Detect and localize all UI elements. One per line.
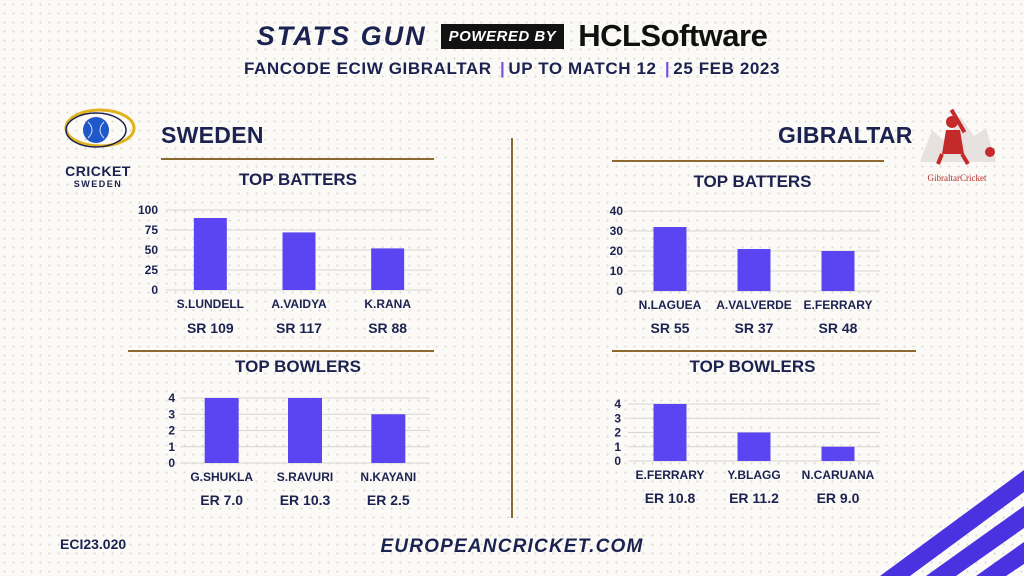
sweden-bowlers-chart: 0 1 2 3 4 G.SHUKLA S.RAVURI N.KAYANI: [168, 391, 430, 484]
y-tick-label: 2: [614, 426, 621, 440]
stat-label: SR 55: [650, 320, 690, 336]
y-tick-label: 100: [138, 203, 158, 217]
category-label: K.RANA: [364, 297, 411, 311]
bar: [371, 414, 406, 463]
stat-label: ER 10.3: [279, 492, 331, 508]
category-label: S.RAVURI: [277, 470, 333, 484]
category-label: N.KAYANI: [360, 470, 416, 484]
powered-by-badge: POWERED BY: [440, 23, 565, 49]
category-label: N.CARUANA: [802, 468, 875, 482]
bar: [282, 232, 316, 290]
cricket-sweden-word: CRICKET: [65, 163, 131, 179]
gibraltar-batters-chart: 0 10 20 30 40 N.LAGUEA A.VALVERDE E.FERRARY: [610, 204, 880, 312]
y-tick-label: 75: [145, 223, 159, 237]
category-label: A.VALVERDE: [716, 298, 792, 312]
stat-label: SR 117: [276, 320, 322, 336]
y-tick-label: 20: [610, 244, 624, 258]
gibraltar-cricket-logo: GibraltarCricket: [912, 102, 1002, 183]
subtitle-tournament: FANCODE ECIW GIBRALTAR: [243, 59, 492, 78]
y-tick-label: 0: [616, 284, 623, 298]
gibraltar-section-rule: [612, 350, 916, 352]
y-tick-label: 1: [168, 440, 175, 454]
category-label: A.VAIDYA: [271, 297, 327, 311]
bar: [288, 398, 322, 463]
stat-label: ER 7.0: [200, 492, 244, 508]
bar: [821, 446, 855, 461]
stats-gun-logo: STATS GUN: [256, 20, 427, 51]
subtitle-separator: |: [500, 59, 506, 78]
category-label: Y.BLAGG: [727, 468, 780, 482]
hcl-software-logo: HCLSoftware: [578, 18, 768, 53]
sweden-batters-chart: 0 25 50 75 100 S.LUNDELL A.VAIDYA K.RANA: [138, 203, 432, 311]
batsman-icon: [920, 108, 996, 166]
category-label: E.FERRARY: [636, 468, 705, 482]
footer-url[interactable]: EUROPEANCRICKET.COM: [380, 536, 644, 557]
stat-label: ER 11.2: [729, 490, 779, 506]
y-tick-label: 25: [145, 263, 159, 277]
y-tick-label: 10: [610, 264, 624, 278]
y-tick-label: 3: [614, 411, 621, 425]
stat-label: ER 9.0: [816, 490, 860, 506]
sweden-title-rule: [161, 158, 434, 160]
bar: [204, 398, 239, 463]
sweden-section-rule: [128, 350, 434, 352]
gibraltar-batters-title: TOP BATTERS: [693, 172, 812, 191]
cricket-sweden-logo: CRICKET SWEDEN: [52, 106, 144, 194]
gibraltar-bowlers-title: TOP BOWLERS: [689, 357, 816, 376]
sweden-batters-title: TOP BATTERS: [238, 170, 358, 189]
bar: [653, 227, 687, 291]
bar: [821, 251, 855, 291]
y-tick-label: 4: [168, 391, 175, 405]
corner-stripes-decoration: [880, 470, 1024, 576]
stat-label: ER 2.5: [366, 492, 410, 508]
stat-label: SR 88: [368, 320, 408, 336]
category-label: E.FERRARY: [804, 298, 873, 312]
bar: [653, 404, 687, 461]
y-tick-label: 2: [168, 424, 175, 438]
subtitle: FANCODE ECIW GIBRALTAR | UP TO MATCH 12 |…: [0, 59, 1024, 79]
team-title-sweden: SWEDEN: [161, 122, 264, 148]
center-divider: [511, 138, 513, 518]
footer-code: ECI23.020: [60, 536, 127, 552]
y-tick-label: 0: [151, 283, 158, 297]
y-tick-label: 0: [614, 454, 621, 468]
sweden-bowlers-title: TOP BOWLERS: [235, 357, 361, 376]
team-title-gibraltar: GIBRALTAR: [778, 122, 913, 148]
subtitle-separator: |: [664, 59, 671, 78]
y-tick-label: 30: [610, 224, 624, 238]
category-label: G.SHUKLA: [190, 470, 253, 484]
gibraltar-title-rule: [612, 160, 884, 162]
subtitle-match: UP TO MATCH 12: [508, 59, 657, 78]
bar: [737, 432, 771, 461]
y-tick-label: 50: [145, 243, 159, 257]
cricket-sweden-sub: SWEDEN: [73, 179, 123, 189]
y-tick-label: 0: [168, 456, 175, 470]
bar: [193, 218, 227, 290]
bar: [737, 249, 771, 291]
y-tick-label: 40: [610, 204, 624, 218]
subtitle-date: 25 FEB 2023: [673, 59, 781, 78]
stat-label: SR 109: [186, 320, 234, 336]
bar: [371, 248, 405, 290]
brand-header: STATS GUN POWERED BY HCLSoftware: [0, 16, 1024, 56]
y-tick-label: 1: [614, 440, 621, 454]
stat-label: ER 10.8: [644, 490, 696, 506]
y-tick-label: 3: [168, 407, 175, 421]
category-label: N.LAGUEA: [639, 298, 702, 312]
stat-label: SR 37: [734, 320, 774, 336]
gibraltar-cricket-word: GibraltarCricket: [927, 173, 987, 183]
y-tick-label: 4: [614, 397, 621, 411]
category-label: S.LUNDELL: [177, 297, 244, 311]
stat-label: SR 48: [818, 320, 858, 336]
cricket-ball-icon: [64, 108, 136, 148]
